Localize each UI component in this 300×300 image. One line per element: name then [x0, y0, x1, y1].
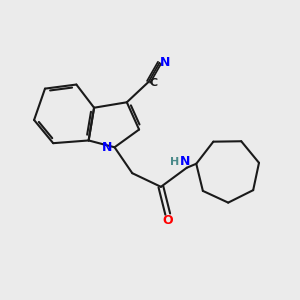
Text: N: N [160, 56, 170, 69]
Text: N: N [180, 155, 190, 168]
Text: H: H [170, 157, 179, 167]
Text: N: N [102, 141, 112, 154]
Text: O: O [162, 214, 173, 227]
Text: C: C [149, 78, 158, 88]
